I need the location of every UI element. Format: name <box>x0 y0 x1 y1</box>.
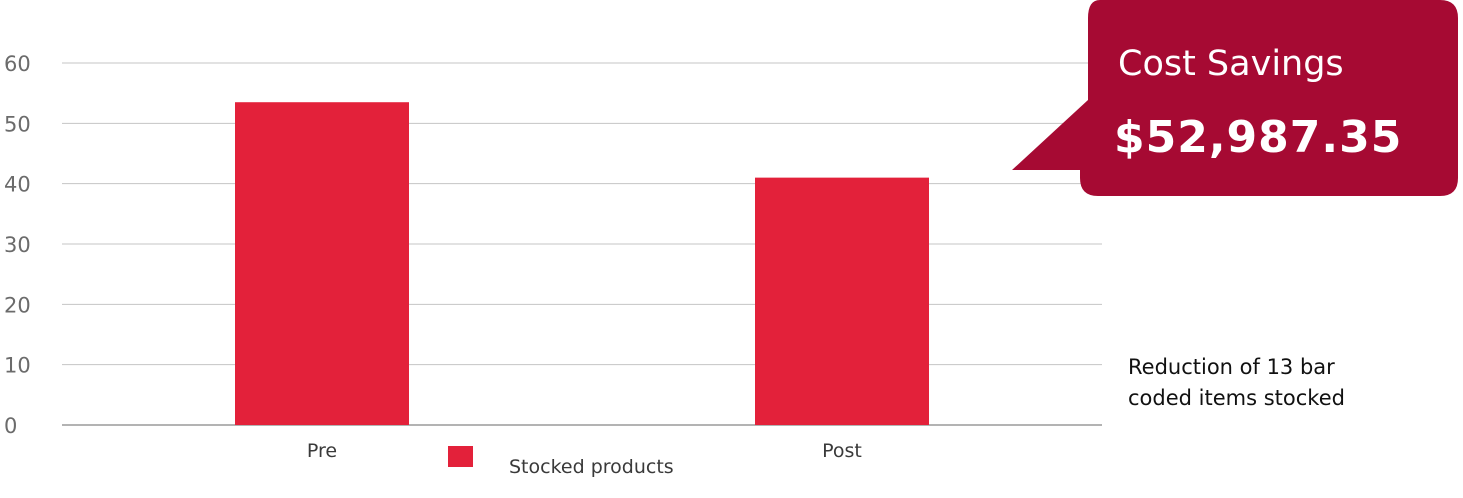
legend-swatch <box>448 446 473 467</box>
callout-title: Cost Savings <box>1118 44 1344 84</box>
callout-bubble <box>1012 0 1458 196</box>
x-tick-label: Post <box>822 440 862 462</box>
callout-shape <box>1012 0 1458 196</box>
grid-lines <box>62 62 1102 426</box>
y-tick-label: 20 <box>4 293 31 317</box>
bar-pre <box>235 102 409 425</box>
bars <box>235 102 929 425</box>
y-tick-label: 0 <box>4 414 17 438</box>
y-tick-label: 10 <box>4 354 31 378</box>
x-tick-label: Pre <box>307 440 337 462</box>
y-tick-label: 40 <box>4 173 31 197</box>
x-axis-ticks: Pre Post <box>307 440 862 462</box>
y-axis-ticks: 0 10 20 30 40 50 60 <box>4 52 31 438</box>
annotation-line-2: coded items stocked <box>1128 386 1345 410</box>
bar-post <box>755 177 929 425</box>
y-tick-label: 30 <box>4 233 31 257</box>
annotation-text: Reduction of 13 bar coded items stocked <box>1128 352 1428 414</box>
legend: Stocked products <box>448 446 674 478</box>
y-tick-label: 50 <box>4 112 31 136</box>
legend-label: Stocked products <box>509 456 674 478</box>
y-tick-label: 60 <box>4 52 31 76</box>
annotation-line-1: Reduction of 13 bar <box>1128 355 1335 379</box>
callout-value: $52,987.35 <box>1114 112 1403 163</box>
